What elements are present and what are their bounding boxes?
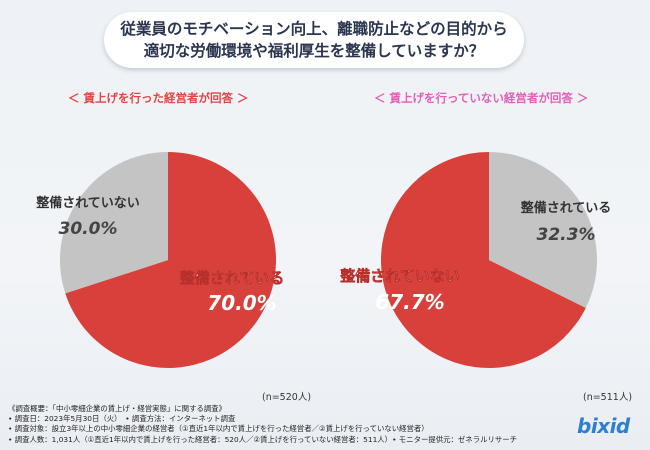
question-title: 従業員のモチベーション向上、離職防止などの目的から 適切な労働環境や福利厚生を整… — [104, 12, 524, 68]
pie1-slice-1 — [65, 152, 276, 368]
pie2-category-label-1: 整備されていない — [340, 267, 460, 285]
pie1-value-label-1: 70.0% — [207, 291, 276, 315]
pie1-category-label-2: 整備されていない — [35, 195, 140, 211]
question-title-line1: 従業員のモチベーション向上、離職防止などの目的から — [120, 20, 508, 38]
left-chart-title: ＜ 賃上げを行った経営者が回答 ＞ — [68, 91, 249, 105]
footnote-line3: • 調査対象：設立3年以上の中小零細企業の経営者（①直近1年以内で賃上げを行った… — [8, 424, 429, 434]
pie2-slice-2 — [489, 152, 597, 308]
pie1-slice-2 — [59, 152, 168, 294]
question-title-line2: 適切な労働環境や福利厚生を整備していますか？ — [143, 42, 485, 60]
pie1-category-label-1: 整備されている — [180, 269, 285, 287]
left-sample-size: (n=520人) — [262, 392, 312, 403]
bixid-logo: bixid — [577, 414, 630, 438]
pie1-value-label-2: 30.0% — [59, 219, 118, 239]
pie2-slice-1 — [381, 152, 586, 368]
footnote-line1: 《調査概要：「中小零細企業の賃上げ・経営実態」に関する調査》 — [8, 404, 227, 413]
survey-footnote: 《調査概要：「中小零細企業の賃上げ・経営実態」に関する調査》 • 調査日：202… — [8, 404, 568, 445]
footnote-line2: • 調査日：2023年5月30日（火） • 調査方法：インターネット調査 — [8, 414, 236, 424]
right-sample-size: (n=511人) — [583, 392, 633, 403]
pie2-category-label-2: 整備されている — [520, 200, 612, 216]
right-chart-title: ＜ 賃上げを行っていない経営者が回答 ＞ — [374, 91, 589, 105]
pie2-value-label-1: 67.7% — [375, 290, 444, 314]
pie2-value-label-2: 32.3% — [537, 225, 596, 245]
footnote-line4: • 調査人数：1,031人（①直近1年以内で賃上げを行った経営者：520人／②賃… — [8, 434, 518, 444]
